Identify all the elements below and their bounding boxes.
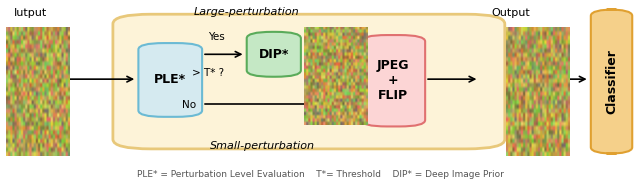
- Text: Output: Output: [492, 8, 531, 18]
- FancyBboxPatch shape: [138, 43, 202, 117]
- Text: Classifier: Classifier: [605, 49, 618, 114]
- Text: > T* ?: > T* ?: [193, 68, 225, 78]
- Text: Iutput: Iutput: [13, 8, 47, 18]
- FancyBboxPatch shape: [113, 14, 505, 149]
- Text: Large-perturbation: Large-perturbation: [194, 7, 300, 17]
- Text: PLE*: PLE*: [154, 73, 186, 86]
- FancyBboxPatch shape: [591, 9, 632, 154]
- Text: PLE* = Perturbation Level Evaluation    T*= Threshold    DIP* = Deep Image Prior: PLE* = Perturbation Level Evaluation T*=…: [136, 170, 504, 179]
- FancyBboxPatch shape: [246, 32, 301, 77]
- Text: DIP*: DIP*: [259, 48, 289, 61]
- Text: Yes: Yes: [209, 32, 225, 42]
- FancyBboxPatch shape: [362, 35, 425, 126]
- Text: JPEG
+
FLIP: JPEG + FLIP: [377, 59, 410, 102]
- Text: Small-perturbation: Small-perturbation: [210, 141, 315, 151]
- Text: No: No: [182, 100, 196, 110]
